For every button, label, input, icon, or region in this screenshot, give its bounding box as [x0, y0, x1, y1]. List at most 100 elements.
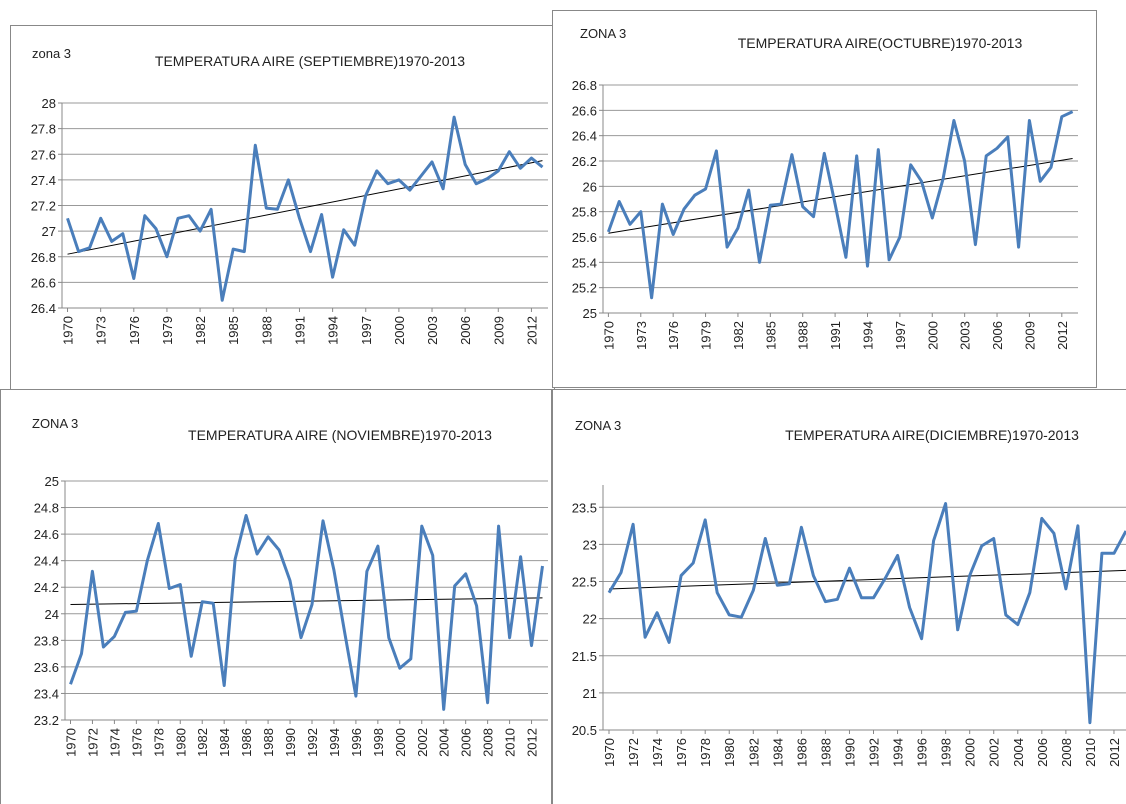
- x-tick-label: 1970: [601, 321, 616, 350]
- x-tick-label: 1973: [634, 321, 649, 350]
- x-tick-label: 1991: [292, 316, 307, 345]
- x-tick-label: 1976: [127, 316, 142, 345]
- x-tick-label: 1972: [85, 728, 100, 757]
- x-tick-label: 2008: [481, 728, 496, 757]
- y-tick-label: 25.4: [572, 255, 597, 270]
- x-tick-label: 1994: [327, 728, 342, 757]
- panel-label: ZONA 3: [575, 418, 621, 433]
- x-tick-label: 1985: [763, 321, 778, 350]
- x-tick-label: 1998: [939, 738, 954, 767]
- trend-line: [608, 157, 1073, 234]
- x-tick-label: 1976: [674, 738, 689, 767]
- y-tick-label: 23.2: [34, 713, 59, 728]
- panel-label: ZONA 3: [580, 26, 626, 41]
- panel-border: [552, 10, 1097, 388]
- x-tick-label: 1974: [107, 728, 122, 757]
- x-tick-label: 2002: [415, 728, 430, 757]
- x-tick-label: 2012: [1107, 738, 1122, 767]
- x-tick-label: 2009: [1022, 321, 1037, 350]
- x-tick-label: 1970: [602, 738, 617, 767]
- x-tick-label: 2006: [458, 316, 473, 345]
- x-tick-label: 1982: [193, 316, 208, 345]
- x-tick-label: 1984: [217, 728, 232, 757]
- y-tick-label: 26.8: [31, 250, 56, 265]
- panel-label: zona 3: [32, 46, 71, 61]
- x-tick-label: 2000: [963, 738, 978, 767]
- x-tick-label: 2010: [1083, 738, 1098, 767]
- x-tick-label: 1985: [226, 316, 241, 345]
- x-tick-label: 2009: [491, 316, 506, 345]
- y-tick-label: 24.2: [34, 580, 59, 595]
- line: [606, 110, 1074, 300]
- x-tick-label: 1984: [770, 738, 785, 767]
- x-tick-label: 1992: [867, 738, 882, 767]
- trend-line: [70, 597, 543, 605]
- x-tick-label: 1976: [129, 728, 144, 757]
- y-tick-label: 24: [45, 607, 59, 622]
- chart-title: TEMPERATURA AIRE (SEPTIEMBRE)1970-2013: [155, 53, 465, 69]
- x-tick-label: 1988: [796, 321, 811, 350]
- y-tick-label: 24.4: [34, 554, 59, 569]
- chart: ZONA 3 TEMPERATURA AIRE (NOVIEMBRE)1970-2…: [32, 416, 548, 757]
- x-tick-label: 1979: [160, 316, 175, 345]
- x-tick-label: 1982: [195, 728, 210, 757]
- x-tick-label: 2003: [425, 316, 440, 345]
- x-tick-label: 1992: [305, 728, 320, 757]
- x-tick-label: 2006: [459, 728, 474, 757]
- y-tick-label: 26: [583, 179, 597, 194]
- y-tick-label: 23.8: [34, 633, 59, 648]
- x-tick-label: 1988: [818, 738, 833, 767]
- y-tick-label: 28: [42, 96, 56, 111]
- x-tick-label: 2012: [525, 728, 540, 757]
- x-tick-label: 2004: [1011, 738, 1026, 767]
- y-tick-label: 20.5: [572, 723, 597, 738]
- y-tick-label: 23.5: [572, 500, 597, 515]
- x-tick-label: 1978: [698, 738, 713, 767]
- y-tick-label: 24.8: [34, 501, 59, 516]
- chart-title: TEMPERATURA AIRE (NOVIEMBRE)1970-2013: [188, 427, 492, 443]
- y-tick-label: 26.8: [572, 78, 597, 93]
- x-tick-label: 1994: [326, 316, 341, 345]
- x-tick-label: 1988: [259, 316, 274, 345]
- x-tick-label: 1972: [626, 738, 641, 767]
- x-tick-label: 1982: [731, 321, 746, 350]
- x-tick-label: 1974: [650, 738, 665, 767]
- x-tick-label: 1982: [746, 738, 761, 767]
- x-tick-label: 1973: [94, 316, 109, 345]
- x-tick-label: 2012: [524, 316, 539, 345]
- line: [69, 514, 544, 711]
- y-tick-label: 26.6: [572, 103, 597, 118]
- x-tick-label: 2006: [1035, 738, 1050, 767]
- y-tick-label: 27.4: [31, 173, 56, 188]
- x-tick-label: 2004: [437, 728, 452, 757]
- y-tick-label: 27.6: [31, 147, 56, 162]
- x-tick-label: 2002: [987, 738, 1002, 767]
- x-tick-label: 1980: [173, 728, 188, 757]
- y-tick-label: 26.2: [572, 154, 597, 169]
- y-tick-label: 21.5: [572, 649, 597, 664]
- x-tick-label: 1986: [239, 728, 254, 757]
- y-tick-label: 24.6: [34, 527, 59, 542]
- x-tick-label: 1990: [283, 728, 298, 757]
- panel-border: [10, 25, 555, 390]
- x-tick-label: 2000: [393, 728, 408, 757]
- y-tick-label: 25: [45, 474, 59, 489]
- x-tick-label: 1994: [891, 738, 906, 767]
- y-tick-label: 23.6: [34, 660, 59, 675]
- y-tick-label: 26.6: [31, 275, 56, 290]
- x-tick-label: 2012: [1055, 321, 1070, 350]
- y-tick-label: 25.8: [572, 205, 597, 220]
- x-tick-label: 1980: [722, 738, 737, 767]
- chart: zona 3 TEMPERATURA AIRE (SEPTIEMBRE)1970-…: [31, 46, 548, 345]
- y-tick-label: 26.4: [572, 129, 597, 144]
- x-tick-label: 2008: [1059, 738, 1074, 767]
- y-tick-label: 21: [583, 686, 597, 701]
- x-tick-label: 1979: [699, 321, 714, 350]
- chart: ZONA 3 TEMPERATURA AIRE(DICIEMBRE)1970-20…: [572, 418, 1126, 767]
- y-tick-label: 27.8: [31, 122, 56, 137]
- x-tick-label: 1970: [61, 316, 76, 345]
- x-tick-label: 1994: [860, 321, 875, 350]
- x-tick-label: 1976: [666, 321, 681, 350]
